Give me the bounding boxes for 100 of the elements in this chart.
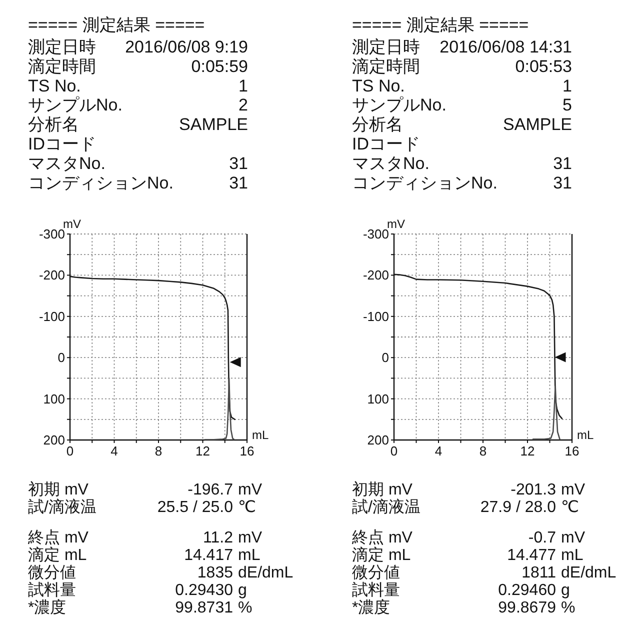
text: 試料量	[28, 581, 76, 599]
text: %	[561, 600, 576, 616]
text: 31	[553, 154, 572, 173]
text: 31	[553, 173, 572, 192]
text: 99.8679	[498, 600, 556, 616]
text: -201.3	[510, 482, 556, 498]
x-tick-label: 12	[196, 444, 210, 458]
y-tick-label: -300	[362, 226, 389, 242]
text: マスタNo.	[28, 154, 106, 173]
text: -0.7	[528, 530, 556, 546]
text: 試/滴液温	[352, 498, 420, 516]
x-tick-label: 8	[154, 444, 162, 458]
y-tick-label: 200	[367, 432, 389, 448]
text: *濃度	[352, 598, 390, 616]
text: ℃	[561, 499, 579, 516]
text: 試料量	[352, 581, 400, 599]
text: コンディションNo.	[352, 173, 498, 192]
text: 2016/06/08 14:31	[440, 38, 572, 56]
text: 5	[562, 96, 572, 115]
text: 31	[229, 173, 248, 192]
x-tick-label: 12	[520, 444, 535, 458]
text: 27.9 / 28.0	[480, 499, 556, 516]
text: 1	[238, 76, 248, 96]
y-tick-label: 0	[58, 350, 65, 366]
y-axis-title: mV	[63, 217, 81, 231]
text: TS No.	[352, 76, 405, 96]
line-series	[532, 386, 560, 440]
text: 0.29430	[175, 582, 234, 599]
text: 14.477	[507, 547, 556, 564]
text: 25.5 / 25.0	[157, 499, 234, 516]
text: 測定日時	[28, 38, 96, 56]
text: コンディションNo.	[28, 173, 174, 192]
chart-title: ===== 測定結果 =====	[352, 16, 529, 34]
text: 2016/06/08 9:19	[125, 38, 248, 56]
text: 滴定 mL	[28, 546, 87, 564]
y-tick-label: 100	[43, 391, 65, 406]
text: mV	[238, 530, 262, 546]
y-tick-label: -300	[38, 226, 65, 242]
text: 測定日時	[352, 38, 420, 56]
text: %	[238, 600, 252, 616]
y-tick-label: 200	[43, 432, 65, 448]
text: mV	[561, 530, 586, 546]
text: 11.2	[203, 530, 234, 546]
text: サンプルNo.	[28, 96, 122, 115]
y-tick-label: 100	[367, 391, 389, 406]
text: 滴定 mL	[352, 546, 411, 564]
text: IDコード	[352, 134, 420, 154]
text: 滴定時間	[28, 56, 96, 76]
text: TS No.	[28, 76, 81, 96]
text: 初期 mV	[352, 480, 413, 498]
text: SAMPLE	[503, 115, 572, 134]
x-tick-label: 8	[479, 444, 487, 458]
text: ℃	[238, 499, 256, 516]
text: mL	[561, 547, 584, 564]
y-tick-label: -200	[38, 268, 65, 283]
x-tick-label: 4	[110, 444, 118, 458]
chart-title: ===== 測定結果 =====	[28, 16, 205, 34]
text: 2	[238, 96, 248, 115]
text: 14.417	[184, 547, 234, 564]
text: 0:05:59	[191, 56, 248, 76]
text: mV	[561, 482, 586, 498]
text: 31	[229, 154, 248, 173]
x-tick-label: 16	[240, 444, 254, 458]
text: IDコード	[28, 134, 96, 154]
y-tick-label: -100	[362, 308, 389, 324]
y-axis-title: mV	[387, 217, 405, 231]
x-tick-label: 16	[564, 444, 580, 458]
text: 微分値	[28, 564, 76, 582]
text: dE/dmL	[238, 564, 294, 582]
text: mL	[238, 547, 260, 564]
x-axis-title: mL	[577, 428, 594, 442]
x-tick-label: 4	[434, 444, 442, 458]
text: *濃度	[28, 598, 66, 616]
text: 分析名	[28, 115, 79, 134]
y-tick-label: -100	[38, 308, 65, 324]
x-axis-title: mL	[252, 428, 269, 442]
text: 0:05:53	[515, 56, 572, 76]
text: SAMPLE	[179, 115, 248, 134]
text: 1	[562, 76, 572, 96]
text: 99.8731	[175, 600, 234, 616]
y-tick-label: -200	[362, 268, 389, 283]
text: 分析名	[352, 115, 403, 134]
text: 1811	[522, 564, 556, 582]
text: 初期 mV	[28, 480, 89, 498]
text: -196.7	[188, 482, 234, 498]
text: 試/滴液温	[28, 498, 96, 516]
y-tick-label: 0	[382, 350, 389, 366]
text: mV	[238, 482, 262, 498]
text: 終点 mV	[27, 528, 89, 546]
text: g	[561, 582, 570, 599]
text: 滴定時間	[352, 56, 420, 76]
line-series	[204, 378, 234, 440]
text: 微分値	[352, 564, 400, 582]
text: サンプルNo.	[352, 96, 446, 115]
text: 0.29460	[498, 582, 556, 599]
text: 1835	[197, 564, 234, 582]
text: マスタNo.	[352, 154, 430, 173]
text: 終点 mV	[351, 528, 413, 546]
text: dE/dmL	[561, 564, 616, 582]
text: g	[238, 582, 247, 599]
